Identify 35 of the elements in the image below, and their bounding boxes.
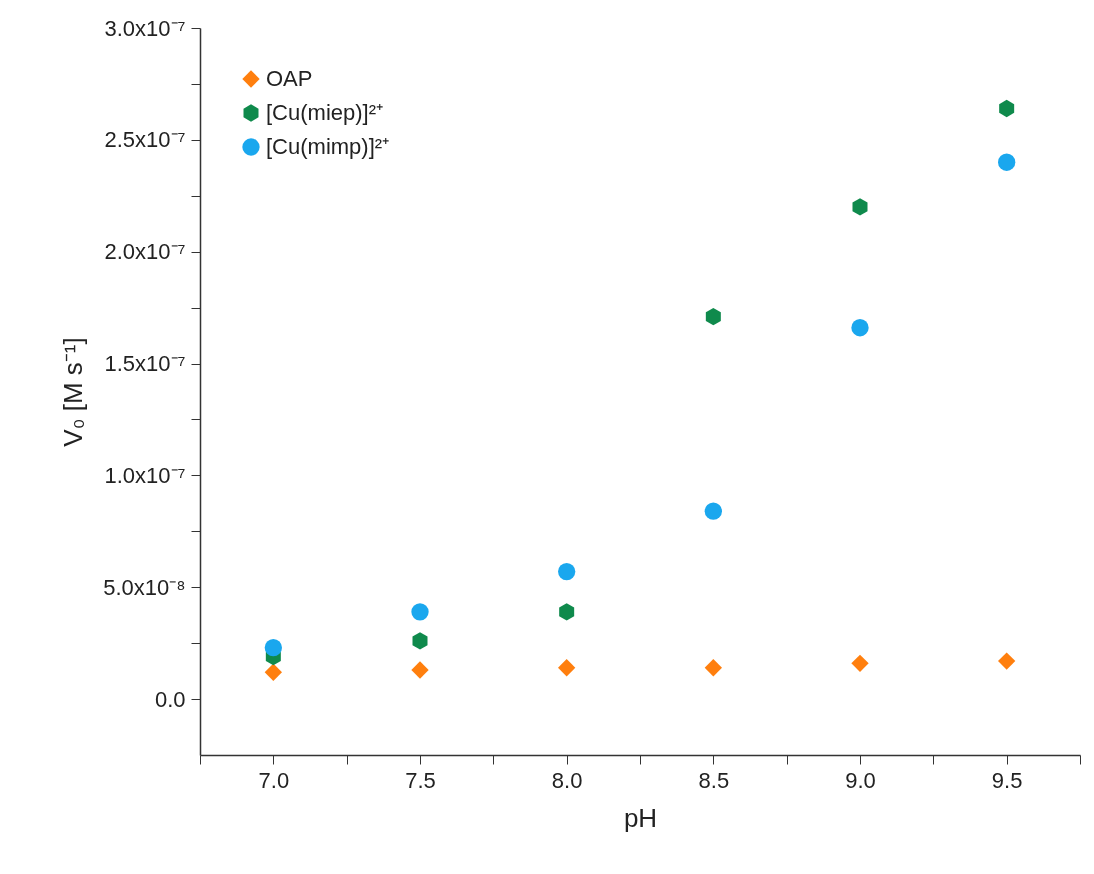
x-tick-label: 8.5 — [698, 767, 730, 793]
point — [558, 659, 576, 677]
point — [264, 663, 282, 681]
point — [704, 659, 722, 677]
y-tick-label: 1.0x10⁻⁷ — [104, 462, 186, 488]
point — [998, 153, 1016, 171]
y-axis-title: V₀ [M s⁻¹] — [58, 337, 89, 447]
point — [852, 198, 868, 216]
y-tick-label: 0.0 — [154, 686, 186, 712]
legend-label: [Cu(miep)]²⁺ — [266, 100, 384, 125]
y-tick-label: 5.0x10⁻⁸ — [103, 574, 186, 600]
x-tick-label: 9.5 — [991, 767, 1023, 793]
point — [558, 562, 576, 581]
point — [559, 603, 575, 621]
point — [411, 661, 429, 679]
point — [998, 652, 1016, 670]
y-tick-label: 2.5x10⁻⁷ — [104, 127, 186, 153]
point — [704, 502, 722, 520]
y-tick-label: 1.5x10⁻⁷ — [104, 351, 186, 377]
y-tick-label: 2.0x10⁻⁷ — [104, 239, 186, 265]
point — [851, 654, 869, 672]
point — [705, 307, 721, 326]
point — [412, 632, 428, 650]
x-axis-title: pH — [623, 802, 658, 833]
point — [264, 638, 282, 657]
point — [411, 603, 429, 621]
point — [999, 99, 1015, 118]
point — [851, 319, 869, 337]
y-tick-label: 3.0x10⁻⁷ — [104, 15, 186, 41]
x-tick-label: 7.0 — [258, 767, 290, 793]
legend-label: [Cu(mimp)]²⁺ — [266, 134, 390, 159]
x-tick-label: 7.5 — [405, 767, 436, 793]
legend-label: OAP — [266, 66, 313, 91]
x-tick-label: 8.0 — [551, 767, 583, 793]
x-tick-label: 9.0 — [845, 767, 876, 793]
